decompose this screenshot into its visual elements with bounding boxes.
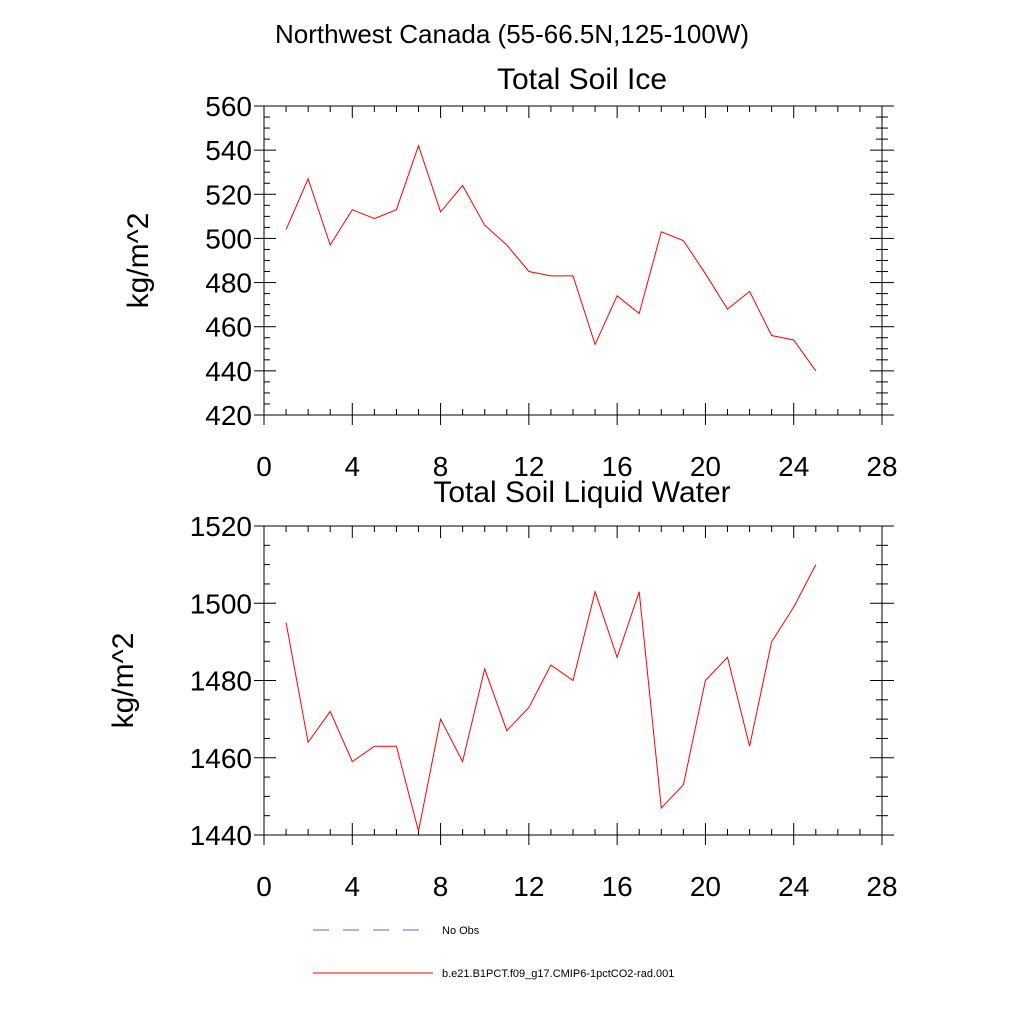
x-tick-label: 0 <box>256 871 272 902</box>
x-tick-label: 24 <box>778 871 809 902</box>
legend-label: No Obs <box>442 925 480 937</box>
x-tick-label: 20 <box>690 871 721 902</box>
series-line <box>285 144 817 372</box>
panel-total-soil-liquid-water: Total Soil Liquid Water 0 4 8 12 16 20 24 28 1440… <box>107 476 898 902</box>
y-tick-label: 540 <box>205 135 252 166</box>
x-tick-label: 0 <box>256 451 272 482</box>
x-tick-label: 16 <box>602 871 633 902</box>
y-tick-label: 1440 <box>190 820 252 851</box>
x-tick-label: 8 <box>433 871 449 902</box>
y-axis-label: kg/m^2 <box>122 213 155 309</box>
series-line <box>285 564 817 832</box>
y-tick-label: 460 <box>205 312 252 343</box>
x-tick-label: 16 <box>602 451 633 482</box>
legend: No Obs b.e21.B1PCT.f09_g17.CMIP6-1pctCO2-… <box>313 925 674 980</box>
y-tick-label: 1460 <box>190 743 252 774</box>
y-tick-label: 1520 <box>190 511 252 542</box>
y-tick-label: 500 <box>205 223 252 254</box>
x-tick-label: 28 <box>866 871 897 902</box>
figure-title: Northwest Canada (55-66.5N,125-100W) <box>275 19 749 49</box>
y-axis-label: kg/m^2 <box>107 633 140 729</box>
y-tick-label: 420 <box>205 400 252 431</box>
x-tick-label: 4 <box>344 871 360 902</box>
x-tick-label: 12 <box>513 871 544 902</box>
x-tick-label: 4 <box>344 451 360 482</box>
y-tick-label: 520 <box>205 179 252 210</box>
panel-title: Total Soil Ice <box>497 63 667 96</box>
panel-total-soil-ice: Total Soil Ice 0 4 8 12 16 20 24 28 420 440 460 480 5… <box>122 63 898 482</box>
y-tick-label: 1500 <box>190 588 252 619</box>
y-tick-label: 1480 <box>190 666 252 697</box>
x-tick-label: 28 <box>866 451 897 482</box>
x-tick-label: 8 <box>433 451 449 482</box>
y-tick-label: 440 <box>205 356 252 387</box>
y-tick-label: 480 <box>205 268 252 299</box>
legend-label: b.e21.B1PCT.f09_g17.CMIP6-1pctCO2-rad.00… <box>442 968 674 980</box>
x-tick-label: 24 <box>778 451 809 482</box>
x-tick-label: 20 <box>690 451 721 482</box>
x-tick-label: 12 <box>513 451 544 482</box>
panel-title: Total Soil Liquid Water <box>433 476 730 509</box>
y-tick-label: 560 <box>205 91 252 122</box>
plot-frame <box>263 105 883 416</box>
